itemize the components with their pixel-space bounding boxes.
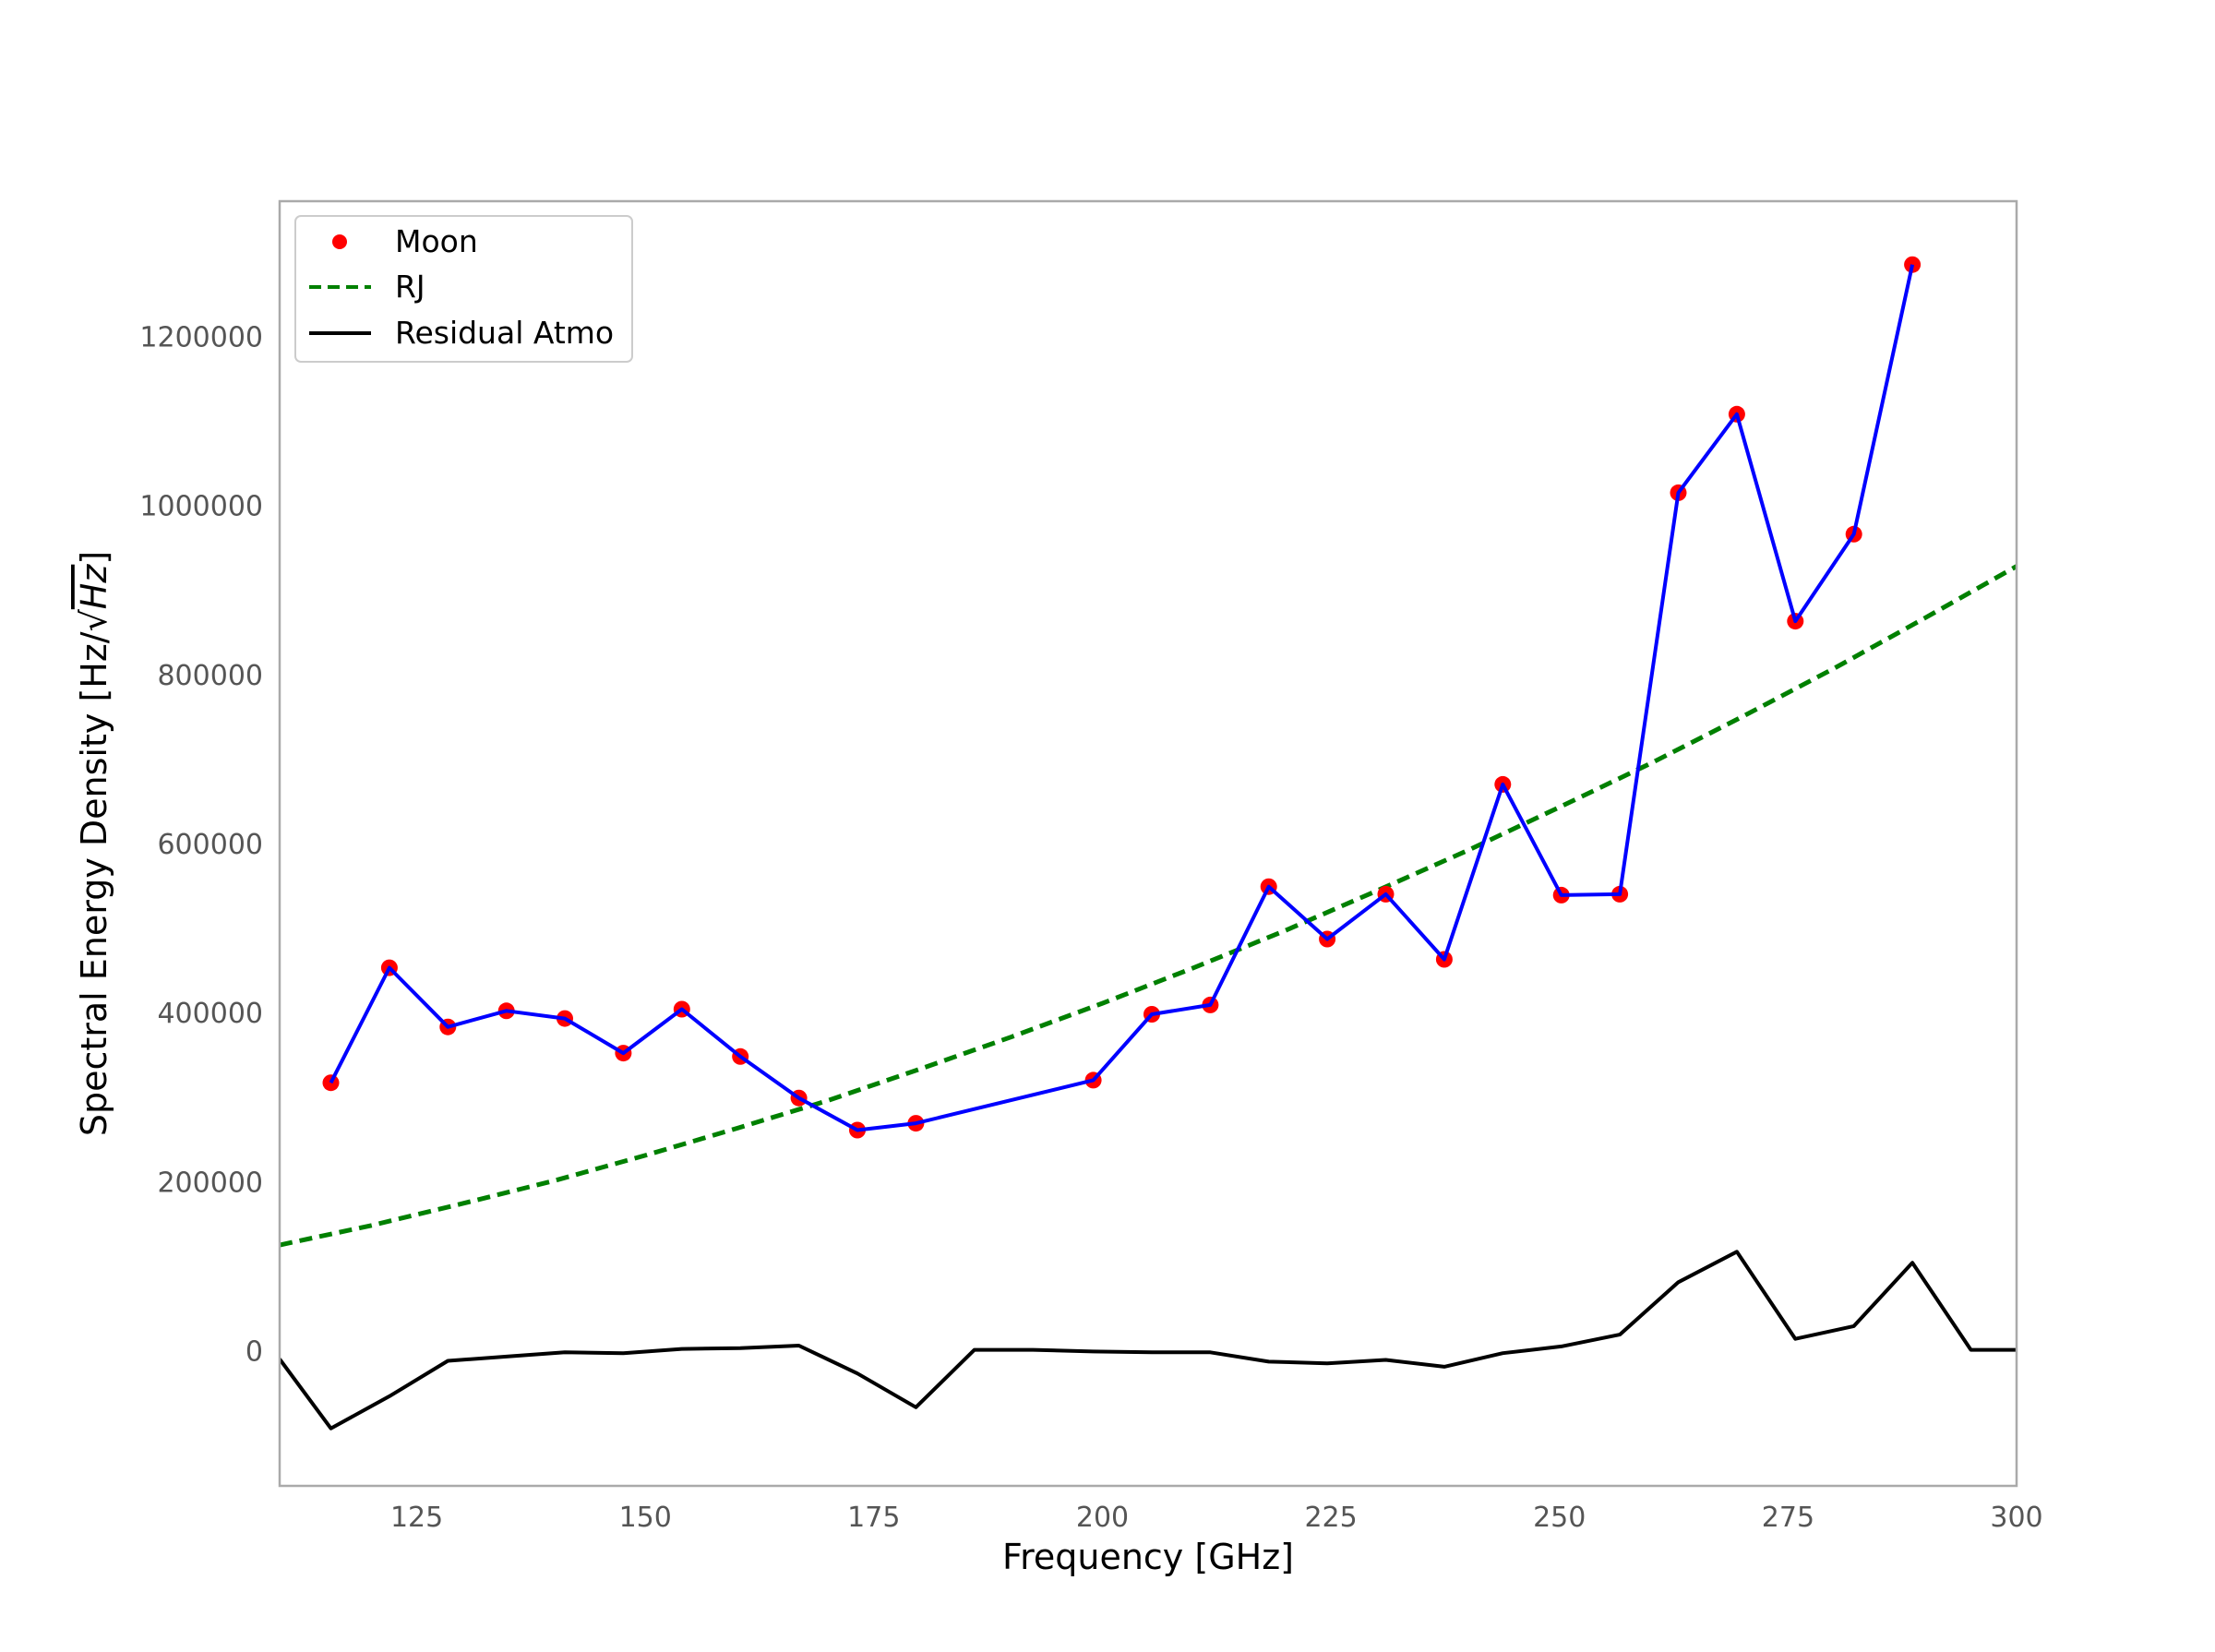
y-tick-label: 0 bbox=[245, 1336, 263, 1369]
x-tick-label: 300 bbox=[1990, 1502, 2042, 1534]
y-tick-label: 800000 bbox=[157, 660, 263, 692]
y-tick-label: 400000 bbox=[157, 998, 263, 1030]
legend-box bbox=[294, 215, 633, 363]
y-axis-title-sqrt: Hz bbox=[74, 564, 114, 610]
x-axis-title: Frequency [GHz] bbox=[1002, 1537, 1294, 1577]
legend-rj-label: RJ bbox=[395, 269, 425, 305]
y-tick-label: 1200000 bbox=[139, 322, 263, 354]
y-tick-label: 200000 bbox=[157, 1167, 263, 1199]
y-tick-label: 1000000 bbox=[139, 491, 263, 523]
svg-text:Spectral Energy Density [Hz/√H: Spectral Energy Density [Hz/√Hz] bbox=[74, 551, 114, 1136]
x-tick-label: 200 bbox=[1076, 1502, 1129, 1534]
x-axis: 125 150 175 200 225 250 275 300 bbox=[390, 1502, 2043, 1534]
y-tick-label: 600000 bbox=[157, 829, 263, 861]
x-tick-label: 175 bbox=[847, 1502, 900, 1534]
x-tick-label: 225 bbox=[1304, 1502, 1357, 1534]
legend: Moon RJ Residual Atmo bbox=[294, 215, 633, 363]
legend-residual-label: Residual Atmo bbox=[395, 315, 614, 351]
legend-moon-label: Moon bbox=[395, 223, 478, 259]
sqrt-symbol: √ bbox=[74, 608, 114, 631]
y-axis: 0 200000 400000 600000 800000 1000000 1200000 bbox=[139, 322, 263, 1369]
y-axis-title: Spectral Energy Density [Hz/√Hz] bbox=[74, 551, 114, 1136]
plot-frame bbox=[278, 199, 2018, 1488]
x-tick-label: 250 bbox=[1533, 1502, 1586, 1534]
residual-atmo-line bbox=[280, 1250, 2017, 1431]
series-layer bbox=[280, 256, 2017, 1431]
rj-curve bbox=[280, 564, 2017, 1248]
x-tick-label: 275 bbox=[1762, 1502, 1814, 1534]
y-axis-title-prefix: Spectral Energy Density [Hz/ bbox=[74, 631, 114, 1136]
y-axis-title-suffix: ] bbox=[74, 551, 114, 565]
x-tick-label: 125 bbox=[390, 1502, 443, 1534]
moon-line bbox=[329, 264, 1915, 1132]
x-tick-label: 150 bbox=[619, 1502, 672, 1534]
legend-moon-marker bbox=[332, 234, 347, 249]
